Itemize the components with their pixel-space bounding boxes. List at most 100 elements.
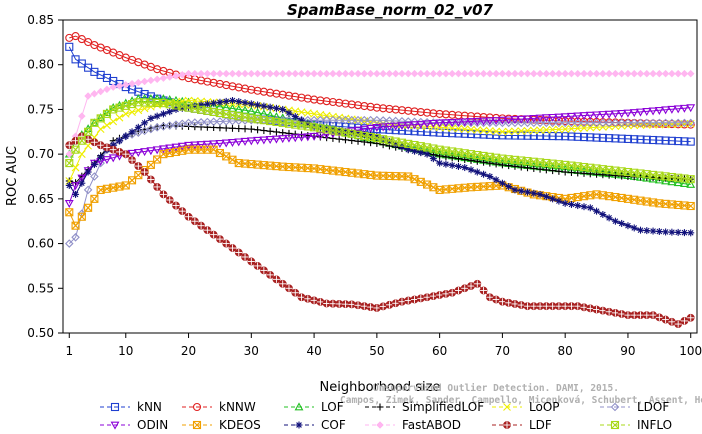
data-point: [96, 141, 105, 150]
data-point: [686, 201, 695, 211]
data-point: [555, 302, 563, 311]
y-tick-label: 0.80: [27, 58, 54, 72]
data-point: [611, 118, 620, 128]
data-point: [372, 123, 382, 132]
data-point: [278, 113, 288, 122]
data-point: [247, 257, 256, 266]
data-point: [536, 302, 544, 311]
legend-label: FastABOD: [402, 418, 461, 432]
data-point: [549, 167, 557, 175]
data-point: [196, 118, 206, 127]
data-point: [84, 168, 92, 176]
data-point: [567, 168, 575, 176]
data-point: [460, 69, 469, 78]
data-point: [491, 118, 501, 128]
data-point: [517, 301, 526, 309]
data-point: [134, 162, 143, 170]
data-point: [548, 69, 557, 78]
data-point: [215, 79, 224, 88]
data-point: [574, 202, 582, 210]
data-point: [511, 127, 519, 136]
data-point: [686, 118, 696, 128]
data-point: [454, 129, 463, 138]
data-point: [686, 137, 695, 146]
data-point: [561, 168, 569, 176]
data-point: [605, 214, 613, 222]
data-point: [592, 111, 601, 120]
data-point: [586, 204, 594, 212]
data-point: [473, 130, 482, 139]
data-point: [196, 141, 206, 150]
data-point: [573, 112, 583, 121]
data-point: [285, 109, 293, 117]
data-point: [586, 304, 595, 313]
data-point: [221, 116, 231, 126]
x-tick-label: 60: [432, 344, 447, 358]
data-point: [241, 125, 249, 133]
data-point: [285, 69, 293, 78]
data-point: [391, 126, 400, 135]
data-point: [454, 162, 462, 170]
data-point: [316, 298, 325, 306]
data-point: [560, 118, 570, 128]
data-point: [121, 80, 130, 89]
legend-item-inflo: INFLO: [600, 418, 672, 432]
data-point: [610, 110, 620, 119]
data-point: [598, 69, 607, 78]
data-point: [84, 127, 93, 136]
data-point: [510, 118, 520, 128]
data-point: [360, 69, 369, 78]
data-point: [524, 164, 532, 172]
data-point: [442, 289, 450, 298]
data-point: [529, 69, 538, 78]
data-point: [617, 110, 627, 118]
data-point: [649, 135, 658, 145]
data-point: [580, 303, 588, 312]
data-point: [291, 92, 300, 101]
data-point: [209, 69, 218, 78]
data-point: [146, 124, 156, 134]
data-point: [266, 88, 275, 97]
data-point: [554, 113, 564, 122]
data-point: [96, 114, 105, 123]
data-point: [535, 114, 545, 123]
data-point: [140, 89, 149, 99]
data-point: [259, 266, 268, 275]
data-point: [680, 69, 689, 78]
data-point: [554, 118, 564, 128]
data-point: [254, 126, 262, 134]
data-point: [384, 123, 394, 132]
data-point: [542, 126, 551, 134]
plot-area: [62, 19, 698, 334]
legend-item-fastabod: FastABOD: [365, 418, 461, 432]
data-point: [72, 190, 80, 198]
data-point: [498, 69, 507, 78]
data-point: [554, 132, 563, 141]
legend-label: KDEOS: [219, 418, 261, 432]
data-point: [291, 69, 300, 78]
data-point: [353, 115, 363, 125]
y-tick-label: 0.85: [27, 13, 54, 27]
data-point: [216, 98, 224, 106]
data-point: [190, 97, 199, 105]
data-point: [397, 116, 407, 126]
data-point: [492, 176, 500, 184]
data-point: [190, 141, 200, 150]
data-point: [655, 69, 664, 78]
data-point: [140, 77, 149, 86]
data-point: [580, 69, 588, 78]
data-point: [166, 108, 174, 116]
data-point: [77, 59, 86, 68]
data-point: [397, 106, 407, 115]
data-point: [147, 114, 155, 122]
data-point: [423, 108, 432, 117]
data-point: [203, 77, 212, 86]
data-point: [624, 69, 632, 78]
data-point: [448, 129, 457, 138]
data-point: [654, 175, 664, 184]
watermark-line-2: Unsupervised Outlier Detection. DAMI, 20…: [373, 383, 619, 394]
data-point: [441, 110, 450, 119]
data-point: [360, 101, 369, 111]
data-point: [567, 124, 576, 133]
data-point: [360, 115, 369, 125]
